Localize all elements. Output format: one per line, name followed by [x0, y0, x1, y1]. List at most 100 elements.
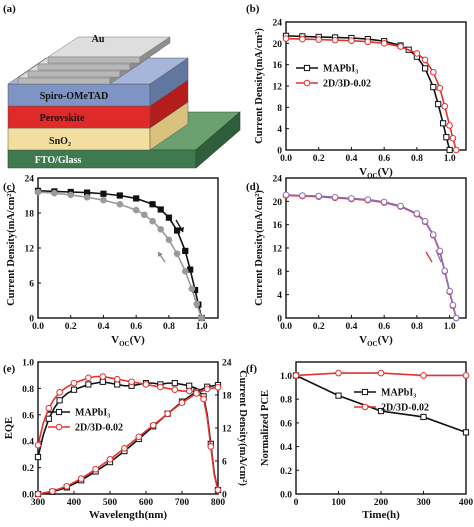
- y-tick-label: 24: [273, 19, 283, 29]
- x-tick-label: 0.0: [280, 154, 292, 164]
- y-tick-label: 0.8: [22, 385, 34, 395]
- panel-f-stability-chart: (f) 0 100 200 300 400 0.0 0.2 0.4 0.6 0.8 1.0 Time(h…: [246, 361, 474, 521]
- data-point: [164, 410, 171, 418]
- layer-label-au: Au: [92, 34, 105, 45]
- y-tick-label: 0.2: [22, 464, 34, 474]
- panel-label: (a): [3, 3, 16, 15]
- y-axis-label-left: EQE: [4, 417, 15, 439]
- data-point: [429, 68, 437, 76]
- data-point: [420, 413, 427, 421]
- y-tick-label-right: 18: [222, 392, 232, 402]
- data-point: [85, 374, 92, 382]
- data-point: [364, 196, 372, 203]
- y-tick-label: 18: [25, 210, 35, 220]
- data-point: [436, 84, 444, 92]
- au-strip-face: [17, 77, 111, 85]
- x-tick-label: 0: [294, 498, 299, 508]
- panel-label: (b): [246, 3, 260, 15]
- y-axis-label: Current Density(mA/cm²): [254, 28, 265, 144]
- x-tick-label: 0.4: [346, 322, 358, 332]
- y-tick-label-right: 6: [222, 458, 227, 468]
- data-point: [113, 375, 121, 383]
- data-point: [114, 381, 121, 388]
- y-tick-label: 20: [273, 40, 283, 50]
- y-tick-label: 0.0: [22, 491, 34, 501]
- data-point: [315, 192, 323, 200]
- panel-e-eqe-chart: (e) 300 400 500 600 700 800 0.0 0.2 0.4 0.6 0.8 1.0 0…: [3, 359, 248, 522]
- x-tick-label: 0.8: [411, 322, 423, 332]
- data-point: [449, 301, 457, 309]
- data-point: [439, 120, 447, 127]
- data-point: [132, 206, 140, 214]
- legend-label: 2D/3D-0.02: [323, 79, 371, 90]
- data-point: [128, 378, 135, 386]
- y-tick-label-right: 12: [222, 425, 232, 435]
- data-point: [121, 445, 128, 452]
- x-axis-label: Wavelength(nm): [89, 509, 168, 521]
- layer-label-spiro: Spiro-OMeTAD: [40, 91, 109, 102]
- data-point: [413, 210, 421, 217]
- data-point: [421, 217, 429, 225]
- x-tick-label: 0.2: [313, 154, 325, 164]
- data-point: [413, 50, 421, 57]
- data-point: [45, 404, 53, 412]
- data-point: [331, 193, 339, 201]
- x-tick-label: 0.2: [313, 322, 325, 332]
- panel-d-jv-hysteresis-chart: (d) 0.0 0.2 0.4 0.6 0.8 1.0 0 4 8 12 16 20 24 VOC(V) Cu…: [246, 175, 467, 348]
- legend-label: 2D/3D-0.02: [75, 423, 123, 434]
- au-strip-side: [139, 36, 171, 64]
- sweep-arrow-head: [158, 252, 163, 257]
- data-point: [100, 196, 107, 204]
- data-point: [430, 83, 437, 91]
- data-point: [173, 227, 181, 234]
- y-tick-label: 0.6: [280, 419, 292, 429]
- y-tick-label: 20: [273, 198, 283, 208]
- y-tick-label: 12: [273, 245, 283, 255]
- x-tick-label: 300: [416, 498, 431, 508]
- x-tick-label: 0.6: [378, 154, 390, 164]
- data-point: [397, 43, 404, 50]
- data-point: [178, 399, 186, 407]
- panel-b-jv-chart: (b) 0.0 0.2 0.4 0.6 0.8 1.0 0 4 8 12 16 20 24 VOC(V) Cu…: [246, 3, 467, 180]
- data-point: [200, 395, 207, 403]
- y-tick-label: 16: [273, 61, 283, 71]
- series-line: [37, 190, 203, 319]
- series-line: [285, 194, 457, 319]
- y-tick-label: 8: [277, 104, 282, 114]
- x-tick-label: 400: [459, 498, 474, 508]
- data-point: [185, 387, 193, 395]
- data-point: [70, 379, 78, 387]
- data-point: [149, 201, 156, 208]
- data-point: [193, 300, 201, 308]
- sweep-arrow-forward: [425, 251, 433, 263]
- data-point: [99, 373, 107, 380]
- x-tick-label: 0.0: [280, 322, 292, 332]
- data-point: [157, 383, 164, 391]
- y-tick-label: 24: [25, 175, 35, 185]
- data-point: [56, 397, 63, 404]
- y-tick-label: 0.2: [280, 467, 292, 477]
- data-point: [361, 388, 369, 396]
- data-point: [83, 193, 91, 201]
- x-tick-label: 100: [331, 498, 346, 508]
- panel-label: (f): [246, 363, 257, 375]
- x-tick-label: 700: [175, 498, 190, 508]
- y-tick-label: 0.4: [280, 443, 292, 453]
- data-point: [335, 369, 342, 377]
- data-point: [34, 188, 42, 196]
- data-point: [364, 38, 372, 46]
- x-tick-label: 1.0: [444, 154, 456, 164]
- data-point: [377, 407, 385, 415]
- data-point: [429, 231, 437, 238]
- x-tick-label: 1.0: [196, 322, 208, 332]
- layer-label-fto: FTO/Glass: [35, 155, 82, 166]
- series-line: [37, 380, 219, 491]
- data-point: [462, 429, 470, 436]
- data-point: [198, 314, 205, 322]
- y-tick-label: 0.8: [280, 396, 292, 406]
- y-tick-label: 12: [25, 245, 35, 255]
- data-point: [377, 369, 385, 377]
- data-point: [435, 101, 442, 108]
- data-point: [315, 36, 323, 43]
